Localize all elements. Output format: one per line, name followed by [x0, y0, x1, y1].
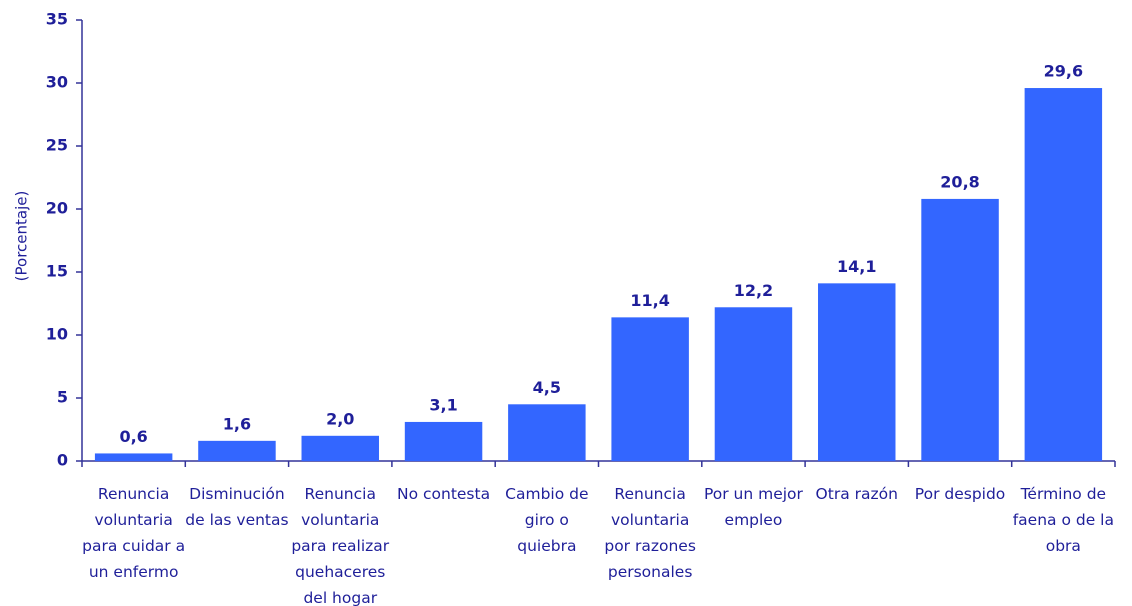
y-tick-label: 35	[46, 10, 68, 29]
y-axis-label: (Porcentaje)	[13, 191, 31, 282]
y-tick-label: 0	[57, 451, 68, 470]
x-tick-label: Por despido	[914, 485, 1006, 503]
value-label: 14,1	[837, 257, 876, 276]
value-label: 29,6	[1044, 62, 1083, 81]
x-tick-label: Renuncia voluntaria por razones personal…	[604, 485, 696, 581]
bar	[921, 198, 999, 462]
x-tick-label: Disminución de las ventas	[185, 485, 289, 529]
bar	[1024, 88, 1103, 461]
x-tick-label: Por un mejor empleo	[703, 485, 803, 529]
bar	[404, 421, 483, 461]
bar	[508, 404, 586, 461]
value-label: 11,4	[630, 291, 669, 310]
y-tick-label: 25	[46, 136, 68, 155]
x-tick-label: No contesta	[396, 485, 491, 503]
y-tick-label: 5	[57, 388, 68, 407]
bar	[714, 307, 793, 461]
bar	[611, 317, 689, 461]
value-label: 4,5	[533, 378, 561, 397]
bar	[301, 435, 379, 461]
value-label: 20,8	[940, 172, 979, 191]
value-label: 1,6	[223, 414, 251, 433]
y-tick-label: 30	[46, 73, 68, 92]
value-label: 12,2	[734, 281, 773, 300]
value-label: 3,1	[429, 395, 457, 414]
y-tick-label: 10	[46, 325, 68, 344]
x-tick-label: Renuncia voluntaria para realizar quehac…	[291, 485, 390, 606]
x-tick-label: Término de faena o de la obra	[1012, 485, 1114, 555]
bar	[94, 453, 173, 461]
x-tick-label: Otra razón	[815, 485, 898, 503]
bar	[818, 283, 896, 461]
y-tick-label: 15	[46, 262, 68, 281]
y-tick-label: 20	[46, 199, 68, 218]
bar	[198, 440, 276, 461]
x-tick-label: Cambio de giro o quiebra	[505, 485, 589, 555]
value-label: 0,6	[119, 427, 147, 446]
x-tick-label: Renuncia voluntaria para cuidar a un enf…	[82, 485, 186, 581]
value-label: 2,0	[326, 409, 354, 428]
